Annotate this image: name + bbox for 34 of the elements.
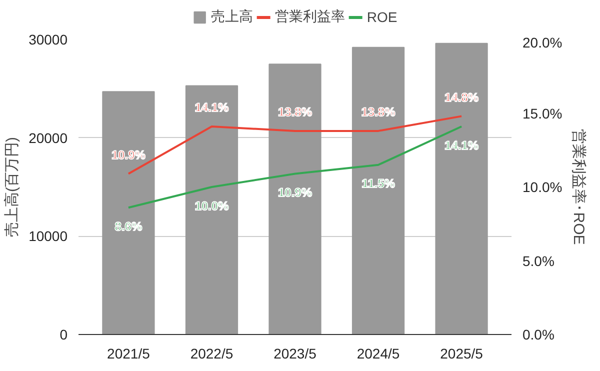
x-tick-label: 2025/5 [440,346,484,362]
y2-tick-label: 20.0% [522,34,562,50]
y-tick-label: 30000 [28,32,68,48]
bar [185,85,238,334]
y2-tick-label: 15.0% [522,105,562,122]
y-tick-label: 0 [60,326,68,342]
data-label: 14.8% [444,90,479,104]
data-label: 10.0% [194,198,230,213]
data-label: 14.1% [194,100,230,115]
bar [435,42,488,334]
y-axis-title: 売上高(百万円) [4,136,21,237]
data-label: 10.9% [278,186,312,200]
x-tick-label: 2023/5 [274,346,317,362]
legend-label: 営業利益率 [274,8,345,26]
y-tick-label: 10000 [28,228,68,244]
data-label: 13.8% [278,105,312,120]
y2-tick-label: 10.0% [522,179,562,195]
y2-tick-label: 0.0% [522,326,554,342]
y2-axis-title: 営業利益率･ROE [570,129,588,245]
legend-label: 売上高 [210,8,253,26]
data-label: 14.1% [444,138,479,152]
x-tick-label: 2022/5 [190,346,234,362]
bar [352,46,405,334]
legend-label: ROE [366,9,398,25]
y-tick-label: 20000 [28,130,68,146]
y2-tick-label: 5.0% [522,252,554,269]
data-label: 11.5% [362,176,396,191]
x-tick-label: 2024/5 [356,346,400,362]
x-tick-label: 2021/5 [107,346,150,362]
bar [102,91,155,334]
data-label: 8.6% [114,219,142,234]
data-label: 13.8% [361,105,396,120]
bar [268,64,322,334]
data-label: 10.9% [111,148,146,162]
